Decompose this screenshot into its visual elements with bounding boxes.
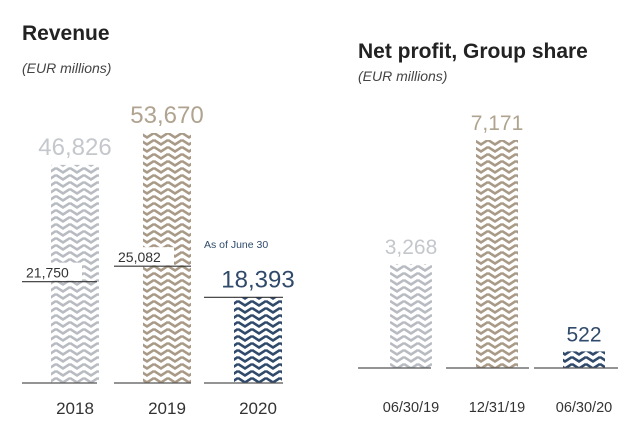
revenue-half-year-label: 21,750 <box>26 265 69 281</box>
revenue-subtitle: (EUR millions) <box>22 60 112 76</box>
net-profit-value-label: 522 <box>566 323 601 346</box>
net-profit-plot: 3,268 06/30/19 7,171 12/31/19 522 06/30/20 <box>358 112 618 416</box>
revenue-value-label: 53,670 <box>130 102 203 129</box>
revenue-half-year-label-bg <box>24 262 82 281</box>
net-profit-chart: Net profit, Group share (EUR millions) 3… <box>320 0 640 428</box>
net-profit-category-label: 06/30/19 <box>383 400 439 416</box>
net-profit-title: Net profit, Group share <box>358 40 588 63</box>
revenue-bar-2020 <box>234 297 282 383</box>
revenue-half-year-label: 25,082 <box>118 249 161 265</box>
net-profit-category-label: 12/31/19 <box>469 400 525 416</box>
revenue-category-label: 2019 <box>148 399 186 418</box>
revenue-value-label: 18,393 <box>221 266 294 293</box>
revenue-half-year-label-bg <box>116 247 174 266</box>
revenue-chart: Revenue (EUR millions) 46,826 2018 53,670 2… <box>22 22 295 418</box>
net-profit-subtitle: (EUR millions) <box>358 68 448 84</box>
net-profit-bar-2 <box>563 351 605 368</box>
revenue-title: Revenue <box>22 22 110 45</box>
revenue-category-label: 2018 <box>56 399 94 418</box>
net-profit-bar-0 <box>390 264 432 368</box>
net-profit-value-label: 3,268 <box>385 236 438 259</box>
revenue-annotation: As of June 30 <box>204 239 268 251</box>
net-profit-bar-1 <box>476 140 518 368</box>
net-profit-category-label: 06/30/20 <box>556 400 612 416</box>
revenue-plot: 46,826 2018 53,670 2019 18,393 2020 21,750 25,0… <box>22 102 295 418</box>
revenue-category-label: 2020 <box>239 399 277 418</box>
revenue-value-label: 46,826 <box>38 134 111 161</box>
net-profit-value-label: 7,171 <box>471 112 524 135</box>
